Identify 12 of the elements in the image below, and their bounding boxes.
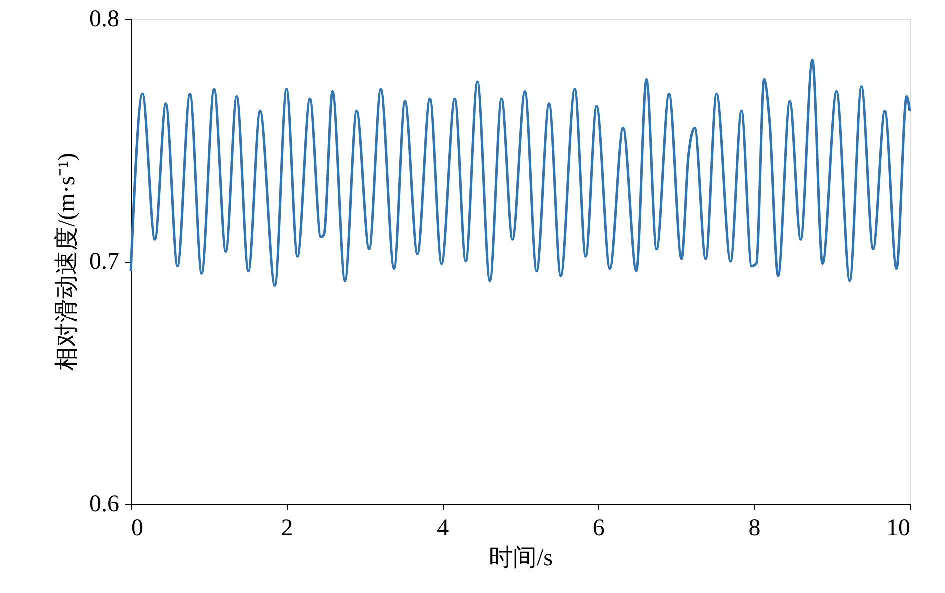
y-tick-label: 0.8 [90,6,120,32]
x-axis-title: 时间/s [488,546,554,572]
y-tick-label: 0.6 [90,492,120,518]
line-series [130,58,912,287]
x-tick-label: 10 [886,516,910,542]
y-tick-label: 0.7 [90,249,120,275]
x-tick-label: 6 [592,516,605,542]
x-tick-label: 4 [437,516,450,542]
x-tick-label: 2 [281,516,294,542]
y-axis-title: 相对滑动速度/(m·s⁻¹) [54,153,80,371]
x-tick-label: 0 [132,516,144,542]
x-tick-label: 8 [748,516,761,542]
